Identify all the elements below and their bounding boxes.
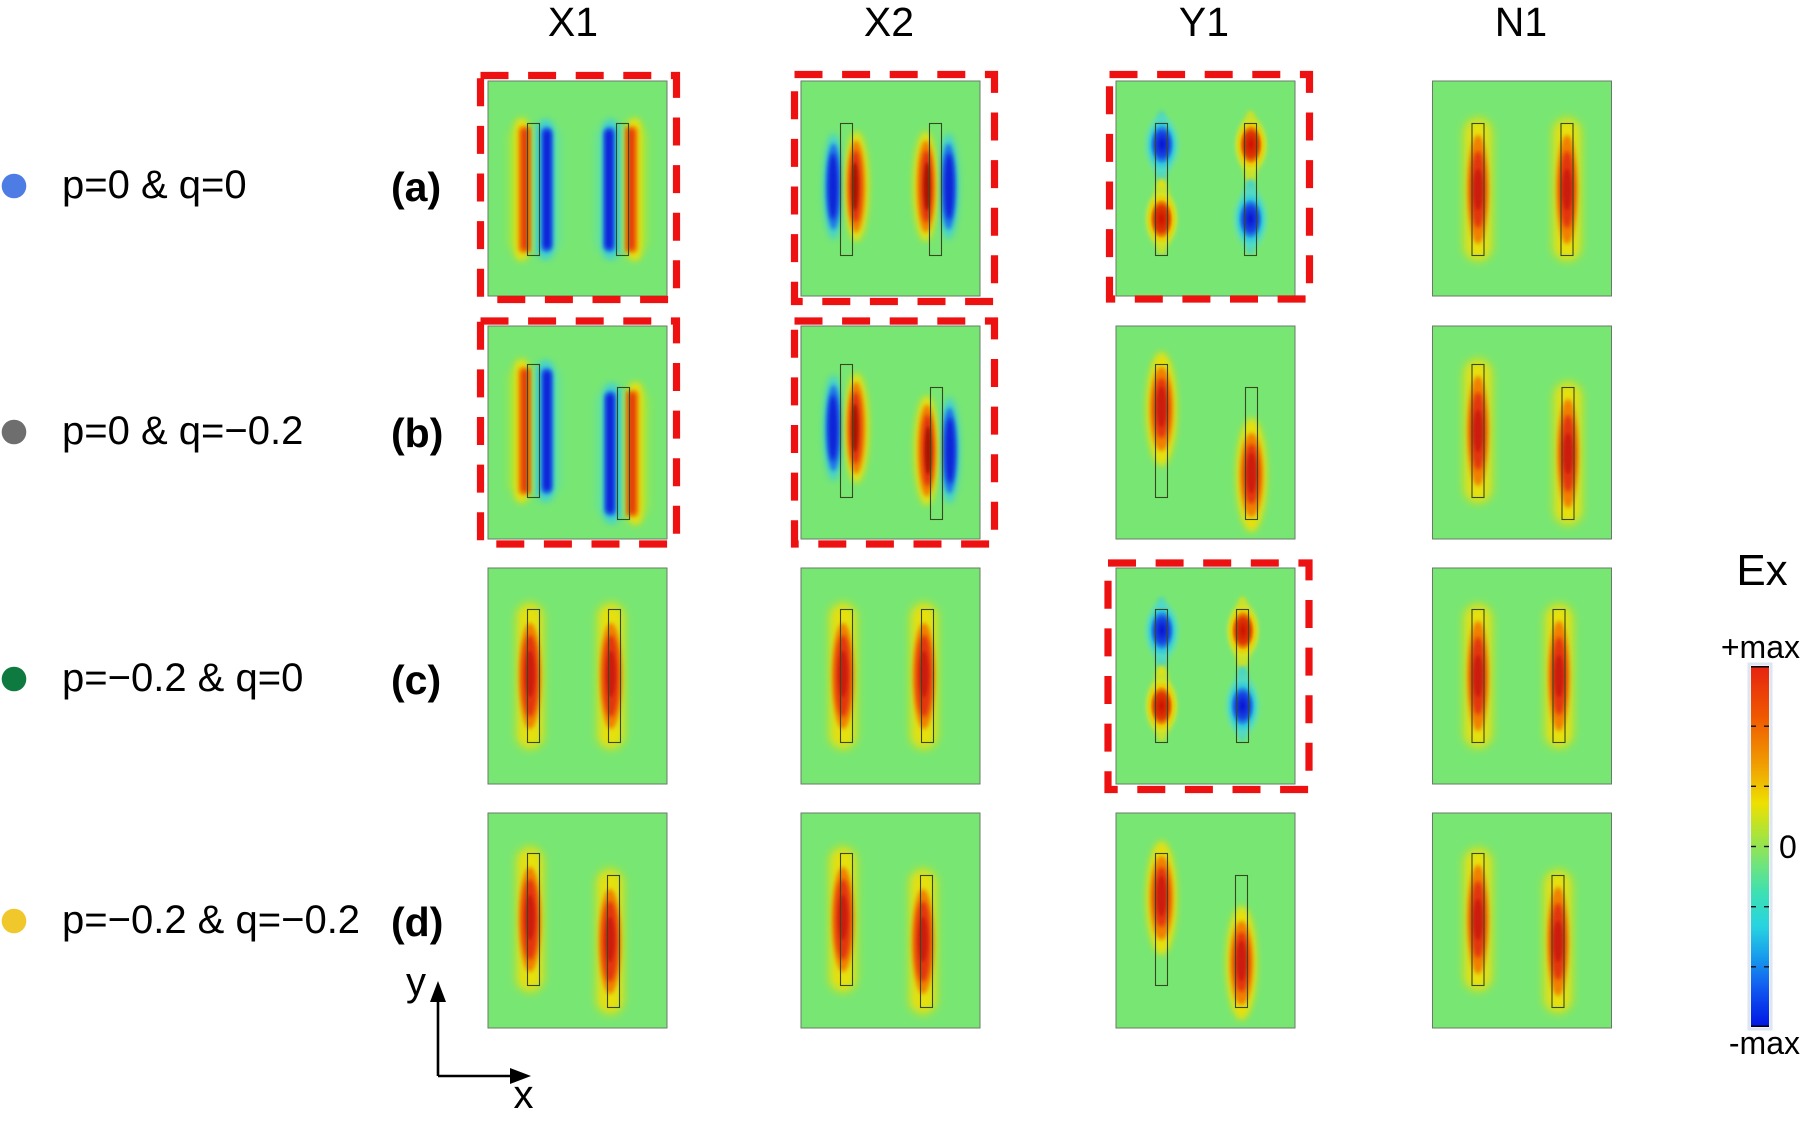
svg-text:0: 0 <box>1779 829 1797 865</box>
svg-text:p=−0.2 & q=0: p=−0.2 & q=0 <box>62 656 303 700</box>
svg-text:(c): (c) <box>391 657 441 703</box>
svg-text:(d): (d) <box>391 899 443 945</box>
svg-text:p=0 & q=0: p=0 & q=0 <box>62 163 247 207</box>
svg-text:y: y <box>406 960 426 1004</box>
svg-text:(a): (a) <box>391 164 441 210</box>
svg-text:X1: X1 <box>548 0 598 45</box>
svg-text:+max: +max <box>1721 629 1800 665</box>
svg-text:N1: N1 <box>1495 0 1547 45</box>
svg-text:X2: X2 <box>864 0 914 45</box>
svg-text:p=−0.2 & q=−0.2: p=−0.2 & q=−0.2 <box>62 898 360 942</box>
svg-text:Ex: Ex <box>1736 546 1787 595</box>
svg-text:Y1: Y1 <box>1179 0 1229 45</box>
svg-text:(b): (b) <box>391 410 443 456</box>
svg-text:p=0 & q=−0.2: p=0 & q=−0.2 <box>62 409 303 453</box>
svg-text:x: x <box>514 1073 534 1117</box>
svg-text:-max: -max <box>1729 1025 1800 1061</box>
